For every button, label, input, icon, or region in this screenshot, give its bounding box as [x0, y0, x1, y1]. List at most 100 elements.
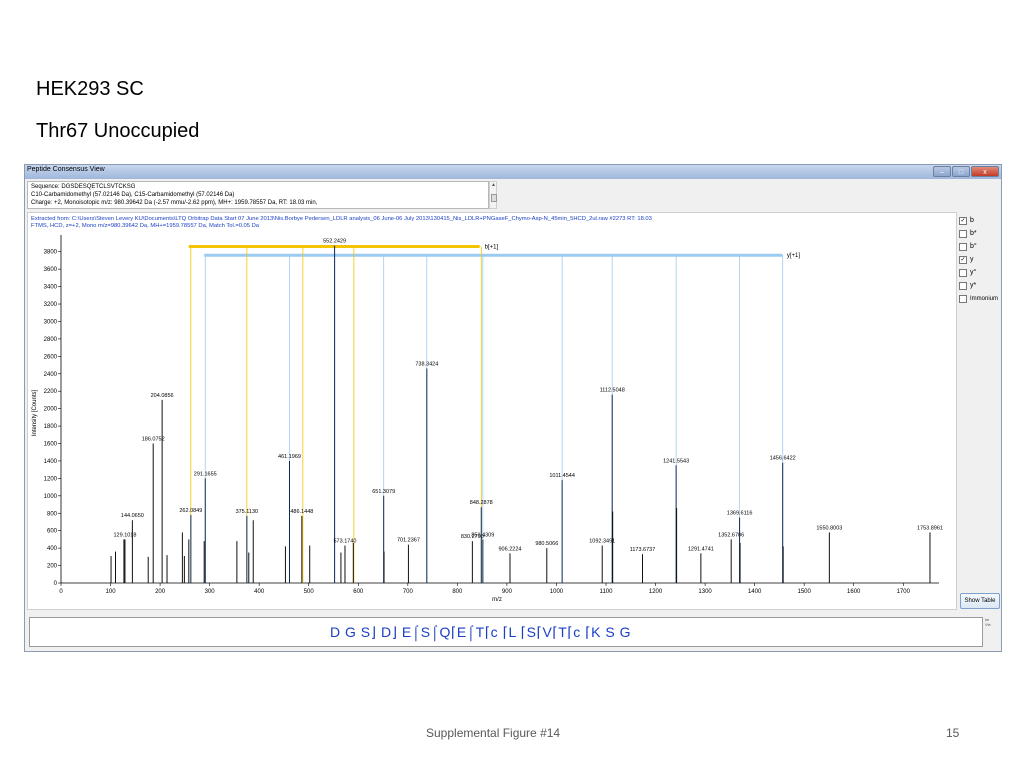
checkbox-y-zero[interactable]: y° [959, 266, 999, 279]
y-tick-label: 0 [54, 581, 58, 587]
window-title: Peptide Consensus View [27, 166, 105, 173]
x-tick-label: 700 [403, 589, 414, 595]
y-tick-label: 800 [47, 511, 58, 517]
checkbox-immonium-box[interactable] [959, 294, 967, 303]
checkbox-y-zero-label: y° [970, 269, 977, 276]
x-tick-label: 1300 [698, 589, 712, 595]
y-tick-label: 2400 [44, 372, 58, 378]
modification-line: C10-Carbamidomethyl (57.02146 Da), C15-C… [31, 192, 235, 198]
peak-label: 1241.5543 [663, 458, 689, 464]
x-tick-label: 1000 [550, 589, 564, 595]
checkbox-b-star-box[interactable] [959, 229, 967, 238]
extracted-info: Extracted from: C:\Users\Steven Levery K… [31, 216, 652, 230]
close-button[interactable]: x [971, 166, 999, 177]
x-tick-label: 0 [59, 589, 63, 595]
x-tick-label: 800 [452, 589, 463, 595]
peak-label: 461.1969 [278, 454, 301, 460]
side-label-1: ke [985, 617, 990, 622]
window-titlebar[interactable]: Peptide Consensus View – □ x [25, 165, 1001, 179]
extracted-line-1: Extracted from: C:\Users\Steven Levery K… [31, 216, 652, 222]
ion-type-panel: ✓ b b* b° ✓ y y° y* Immonium [959, 214, 999, 305]
checkbox-b-star-label: b* [970, 230, 977, 237]
peak-label: 144.0650 [121, 513, 144, 519]
y-tick-label: 200 [47, 564, 58, 570]
peak-label: 1369.6116 [727, 511, 753, 517]
spectrum-chart: 0200400600800100012001400160018002000220… [32, 235, 943, 603]
y-tick-label: 1200 [44, 476, 58, 482]
x-tick-label: 500 [304, 589, 315, 595]
x-tick-label: 1500 [798, 589, 812, 595]
checkbox-b-box[interactable]: ✓ [959, 216, 967, 225]
checkbox-b-label: b [970, 217, 974, 224]
peak-label: 980.5066 [535, 541, 558, 547]
x-tick-label: 400 [254, 589, 265, 595]
peak-label: 1456.6422 [770, 456, 796, 462]
x-tick-label: 1100 [600, 589, 614, 595]
checkbox-b-star[interactable]: b* [959, 227, 999, 240]
x-axis-label: m/z [492, 597, 502, 603]
sequence-line: Sequence: DGSDESQETCLSVTCKSG [31, 184, 136, 190]
peak-label: 1352.6706 [718, 532, 744, 538]
y-tick-label: 3200 [44, 302, 58, 308]
sequence-coverage-panel: D G S⌋ D⌋ E⌠S⌠Q⌈E⌠T⌈c ⌈L ⌈S⌈V⌈T⌈c ⌈K S G [29, 617, 983, 647]
peak-label: 906.2224 [499, 546, 522, 552]
checkbox-y-zero-box[interactable] [959, 268, 967, 277]
footer-caption: Supplemental Figure #14 [426, 726, 561, 740]
y-series-label: y[+1] [787, 253, 801, 259]
slide-subtitle: Thr67 Unoccupied [36, 120, 200, 142]
y-tick-label: 1000 [44, 494, 58, 500]
checkbox-b[interactable]: ✓ b [959, 214, 999, 227]
checkbox-b-zero[interactable]: b° [959, 240, 999, 253]
peak-label: 1550.8003 [816, 525, 842, 531]
peak-label: 848.2878 [470, 500, 493, 506]
side-label-2: Vie [985, 622, 991, 627]
y-tick-label: 2600 [44, 354, 58, 360]
y-tick-label: 3400 [44, 285, 58, 291]
spectrum-panel: 0 200 400 600 800 1000 1200 1400 1600 1800 2000 220… [27, 212, 957, 610]
peak-label: 573.1740 [334, 539, 357, 545]
window-controls: – □ x [933, 166, 999, 177]
peak-label: 375.1130 [236, 509, 259, 515]
checkbox-b-zero-label: b° [970, 243, 977, 250]
y-tick-label: 3000 [44, 319, 58, 325]
x-tick-label: 100 [106, 589, 117, 595]
checkbox-y-box[interactable]: ✓ [959, 255, 967, 264]
checkbox-y-star[interactable]: y* [959, 279, 999, 292]
peak-label: 291.1655 [194, 471, 217, 477]
x-tick-label: 900 [502, 589, 513, 595]
scroll-thumb[interactable] [491, 194, 497, 202]
checkbox-immonium[interactable]: Immonium [959, 292, 999, 305]
x-tick-label: 200 [155, 589, 166, 595]
peak-label: 1291.4741 [688, 546, 714, 552]
y-tick-label: 2800 [44, 337, 58, 343]
peak-label: 129.1018 [113, 532, 136, 538]
x-tick-label: 600 [353, 589, 364, 595]
peptide-consensus-window: Peptide Consensus View – □ x Sequence: D… [24, 164, 1002, 652]
sequence-coverage-text: D G S⌋ D⌋ E⌠S⌠Q⌈E⌠T⌈c ⌈L ⌈S⌈V⌈T⌈c ⌈K S G [330, 624, 631, 640]
y-tick-label: 1400 [44, 459, 58, 465]
checkbox-y-star-box[interactable] [959, 281, 967, 290]
peak-label: 552.2429 [323, 239, 346, 245]
peak-label: 1753.8961 [917, 525, 943, 531]
peak-label: 651.3079 [372, 489, 395, 495]
scroll-up-icon[interactable]: ▲ [491, 182, 496, 188]
checkbox-y[interactable]: ✓ y [959, 253, 999, 266]
checkbox-y-label: y [970, 256, 974, 263]
y-tick-label: 2000 [44, 407, 58, 413]
show-table-button[interactable]: Show Table [960, 593, 1000, 609]
peptide-info-box[interactable]: Sequence: DGSDESQETCLSVTCKSG C10-Carbami… [27, 181, 489, 209]
y-tick-label: 600 [47, 529, 58, 535]
y-tick-label: 2200 [44, 389, 58, 395]
x-tick-label: 300 [205, 589, 216, 595]
info-scrollbar[interactable]: ▲ [489, 181, 497, 209]
y-axis-label: Intensity [Counts] [32, 389, 38, 436]
y-tick-label: 3600 [44, 267, 58, 273]
peak-label: 851.4309 [471, 532, 494, 538]
checkbox-b-zero-box[interactable] [959, 242, 967, 251]
peak-label: 1112.5048 [600, 388, 625, 394]
minimize-button[interactable]: – [933, 166, 951, 177]
peak-label: 701.2367 [397, 538, 420, 544]
peak-label: 1011.4544 [549, 473, 575, 479]
b-series-label: b[+1] [485, 244, 499, 250]
maximize-button[interactable]: □ [952, 166, 970, 177]
